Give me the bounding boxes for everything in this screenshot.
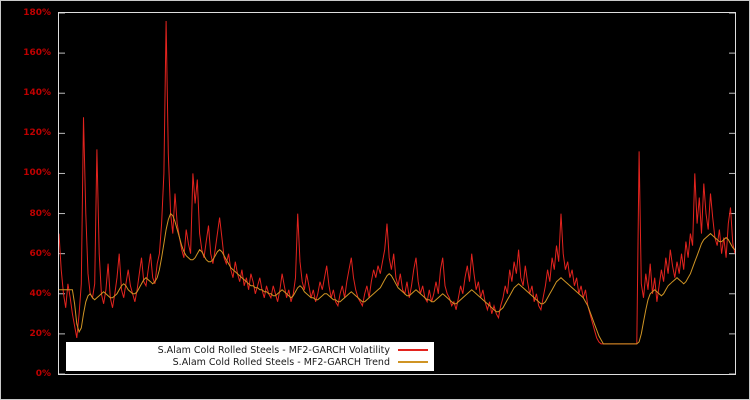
y-axis-tick-label: 60% <box>29 248 51 259</box>
y-axis-tick-label: 100% <box>23 168 51 179</box>
trend-line <box>59 212 735 345</box>
y-axis-tick-label: 160% <box>23 48 51 59</box>
legend-line-sample <box>398 361 428 363</box>
plot-area: S.Alam Cold Rolled Steels - MF2-GARCH Vo… <box>58 12 736 375</box>
legend-label: S.Alam Cold Rolled Steels - MF2-GARCH Tr… <box>172 356 390 368</box>
legend-label: S.Alam Cold Rolled Steels - MF2-GARCH Vo… <box>157 344 390 356</box>
chart-canvas <box>59 13 735 374</box>
y-axis-tick-label: 20% <box>29 328 51 339</box>
y-axis-tick-label: 40% <box>29 288 51 299</box>
y-axis-tick-label: 180% <box>23 8 51 18</box>
y-axis-tick-label: 80% <box>29 208 51 219</box>
legend: S.Alam Cold Rolled Steels - MF2-GARCH Vo… <box>66 342 434 371</box>
volatility-line <box>59 20 735 345</box>
y-axis-tick-label: 140% <box>23 88 51 99</box>
legend-entry: S.Alam Cold Rolled Steels - MF2-GARCH Vo… <box>72 344 428 356</box>
legend-entry: S.Alam Cold Rolled Steels - MF2-GARCH Tr… <box>72 356 428 368</box>
y-axis-tick-label: 0% <box>35 369 51 379</box>
legend-line-sample <box>398 349 428 351</box>
y-axis-tick-label: 120% <box>23 128 51 139</box>
